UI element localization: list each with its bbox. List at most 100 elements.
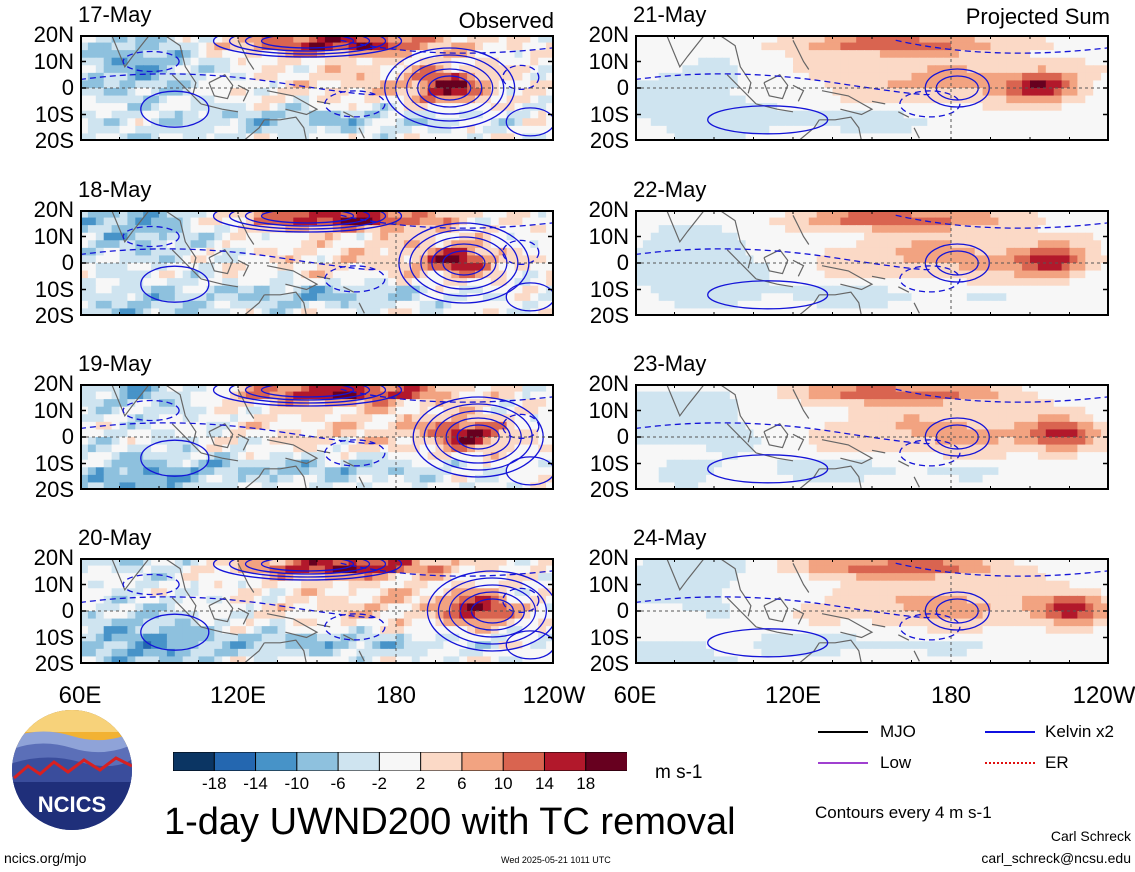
map-panel xyxy=(80,558,554,664)
map-panel xyxy=(635,558,1109,664)
panel-date: 18-May xyxy=(78,177,152,202)
colorbar-tick-label: 18 xyxy=(576,774,596,793)
y-tick-label: 10S xyxy=(34,624,74,650)
legend-kelvin-line xyxy=(985,731,1035,733)
colorbar-swatch xyxy=(213,751,257,772)
map-panel xyxy=(635,210,1109,316)
colorbar-swatch xyxy=(461,751,505,772)
y-tick-label: 20N xyxy=(588,197,629,222)
x-tick-label: 180 xyxy=(930,682,972,709)
y-tick-label: 20N xyxy=(588,22,629,47)
coastline xyxy=(111,558,365,664)
y-tick-label: 20S xyxy=(589,128,629,153)
kelvin-contours xyxy=(140,35,554,137)
colorbar-swatch xyxy=(585,751,629,772)
map-panel xyxy=(80,210,554,316)
y-tick-label: 10N xyxy=(588,397,629,423)
y-tick-label: 0 xyxy=(61,75,74,100)
y-tick-label: 10N xyxy=(33,397,74,423)
map-panel xyxy=(80,384,554,490)
map-panel xyxy=(635,384,1109,490)
y-tick-label: 10S xyxy=(589,450,629,476)
y-tick-label: 10N xyxy=(33,223,74,249)
y-tick-label: 20N xyxy=(33,545,74,570)
colorbar xyxy=(172,751,629,772)
colorbar-tick-label: 10 xyxy=(493,774,513,793)
shading xyxy=(635,210,1109,316)
y-tick-label: 10N xyxy=(588,223,629,249)
projected-label: Projected Sum xyxy=(965,4,1110,29)
y-tick-label: 10S xyxy=(589,101,629,127)
y-tick-label: 10S xyxy=(34,101,74,127)
chart-title: 1-day UWND200 with TC removal xyxy=(164,801,736,843)
y-tick-label: 0 xyxy=(616,424,629,449)
legend-low-label: Low xyxy=(880,753,912,772)
y-tick-label: 10S xyxy=(34,276,74,302)
y-tick-label: 10N xyxy=(33,571,74,597)
kelvin-contours xyxy=(140,210,554,312)
y-tick-label: 10N xyxy=(33,48,74,74)
ncics-logo: NCICS xyxy=(10,708,134,832)
map-panel xyxy=(80,35,554,141)
logo-graphic: NCICS xyxy=(12,710,132,830)
y-tick-label: 20N xyxy=(588,371,629,396)
colorbar-swatch xyxy=(502,751,546,772)
y-tick-label: 10N xyxy=(588,48,629,74)
site-url: ncics.org/mjo xyxy=(4,850,87,866)
coastline xyxy=(111,35,365,141)
y-tick-label: 20S xyxy=(589,303,629,328)
y-tick-label: 0 xyxy=(61,424,74,449)
y-tick-label: 20S xyxy=(34,128,74,153)
y-tick-label: 0 xyxy=(616,250,629,275)
panel-date: 23-May xyxy=(633,351,707,376)
panel-date: 19-May xyxy=(78,351,152,376)
legend-low-line xyxy=(818,762,868,764)
kelvin-negative-contours xyxy=(80,388,554,467)
x-tick-label: 180 xyxy=(375,682,417,709)
colorbar-swatch xyxy=(255,751,298,772)
y-tick-label: 20S xyxy=(34,303,74,328)
x-tick-label: 120W xyxy=(1072,682,1135,709)
x-tick-label: 60E xyxy=(613,682,657,709)
colorbar-tick-label: 14 xyxy=(534,774,554,793)
colorbar-tick-label: -6 xyxy=(330,774,346,793)
colorbar-tick-label: -14 xyxy=(243,774,268,793)
x-tick-label: 120E xyxy=(764,682,822,709)
panel-date: 22-May xyxy=(633,177,707,202)
y-tick-label: 10S xyxy=(34,450,74,476)
legend-mjo-line xyxy=(818,731,868,733)
panel-date: 21-May xyxy=(633,2,707,27)
x-tick-label: 60E xyxy=(58,682,102,709)
colorbar-tick-label: -18 xyxy=(201,774,227,793)
kelvin-negative-contours xyxy=(80,562,554,641)
colorbar-tick-label: 2 xyxy=(415,774,426,793)
timestamp: Wed 2025-05-21 1011 UTC xyxy=(501,855,611,865)
panel-date: 20-May xyxy=(78,525,152,550)
kelvin-negative-contours xyxy=(635,388,1109,467)
colorbar-tick-label: 6 xyxy=(457,774,467,793)
y-tick-label: 20S xyxy=(589,477,629,502)
y-tick-label: 10N xyxy=(588,571,629,597)
panel-date: 24-May xyxy=(633,525,707,550)
author-email: carl_schreck@ncsu.edu xyxy=(981,850,1131,866)
logo-text: NCICS xyxy=(38,792,106,817)
y-tick-label: 20N xyxy=(33,22,74,47)
y-tick-label: 10S xyxy=(589,624,629,650)
colorbar-swatch xyxy=(378,751,422,772)
y-tick-label: 0 xyxy=(61,250,74,275)
observed-label: Observed xyxy=(458,8,554,33)
author-name: Carl Schreck xyxy=(1050,828,1131,844)
kelvin-negative-contours xyxy=(80,214,554,293)
y-tick-label: 20S xyxy=(589,651,629,676)
y-tick-label: 0 xyxy=(61,598,74,623)
shading xyxy=(80,384,554,490)
coastline xyxy=(666,384,920,490)
colorbar-tick-label: -10 xyxy=(284,774,310,793)
y-tick-label: 20S xyxy=(34,477,74,502)
kelvin-negative-contours xyxy=(635,39,1109,118)
map-panel xyxy=(635,35,1109,141)
x-tick-label: 120E xyxy=(209,682,267,709)
legend-kelvin-label: Kelvin x2 xyxy=(1045,722,1114,741)
y-tick-label: 20N xyxy=(33,371,74,396)
y-tick-label: 20S xyxy=(34,651,74,676)
